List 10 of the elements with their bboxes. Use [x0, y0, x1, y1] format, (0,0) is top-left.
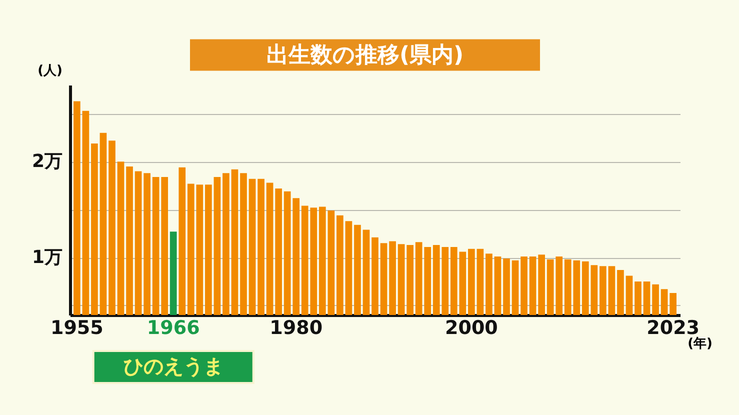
- x-tick-label: 1980: [270, 317, 323, 339]
- text: ひのえうま: [123, 354, 224, 378]
- x-tick-label: 2000: [444, 317, 498, 339]
- chart-title: 出生数の推移(県内): [266, 43, 464, 68]
- x-axis-title: (年): [688, 336, 712, 352]
- y-tick-label: 1万: [32, 247, 62, 268]
- y-axis-title: (人): [38, 64, 62, 78]
- x-tick-label: 1966: [146, 317, 200, 339]
- x-tick-label: 1955: [50, 317, 104, 339]
- y-tick-label: 2万: [32, 151, 62, 172]
